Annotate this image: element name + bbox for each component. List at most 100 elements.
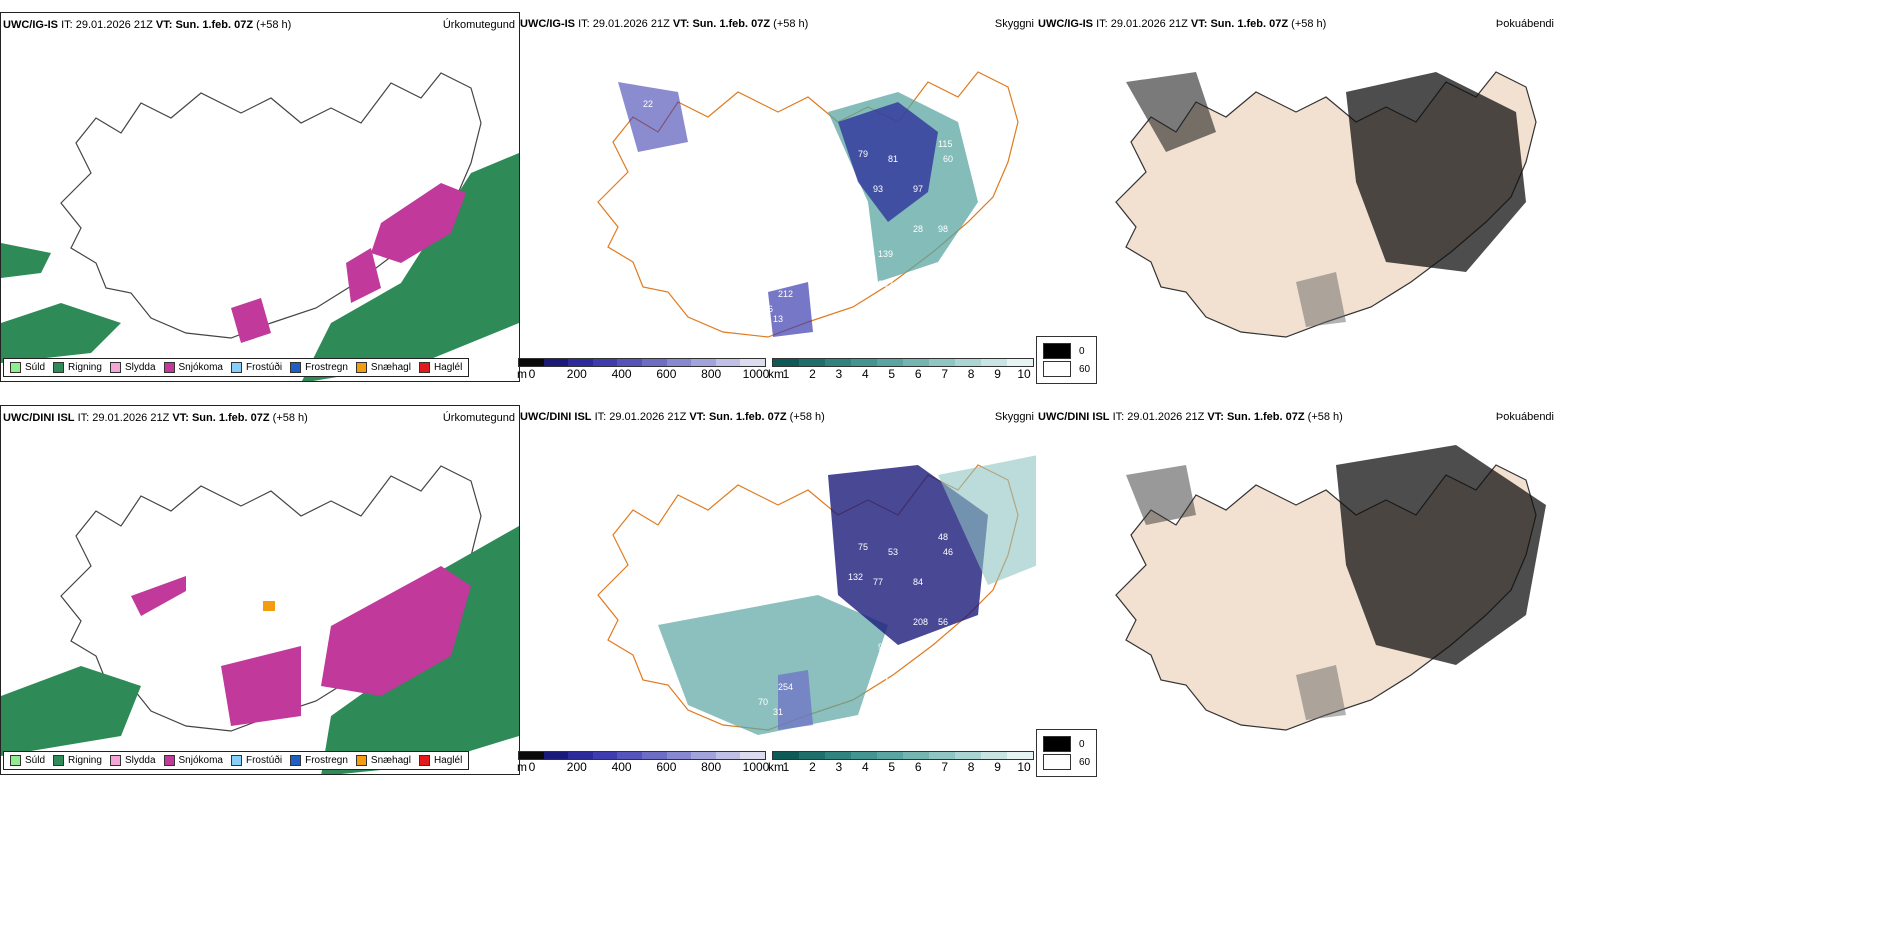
legend-swatch — [230, 362, 242, 373]
legend-item: Snæhagl — [355, 362, 411, 373]
scale-tick: 400 — [611, 760, 632, 774]
scale-segment — [691, 359, 716, 366]
legend-label: Snæhagl — [370, 362, 411, 373]
fog-legend-top: 0 60 — [1036, 336, 1098, 384]
scale-segment — [641, 359, 667, 366]
precip-legend: Súld Rigning Slydda Snjókoma Frostúði Frostre… — [3, 751, 470, 770]
visibility-label: 60 — [943, 154, 953, 164]
precip-panel-bottom: UWC/DINI ISL IT: 29.01.2026 21Z VT: Sun.… — [0, 405, 520, 775]
scale-segment — [691, 752, 716, 759]
legend-swatch — [10, 755, 21, 766]
legend-label: Frostúði — [245, 755, 283, 766]
visibility-label: 65 — [848, 179, 858, 189]
scale-unit: m — [517, 367, 527, 381]
scale-tick: 1000 — [742, 367, 770, 381]
visibility-label: 132 — [848, 572, 863, 582]
legend-label: Frostregn — [305, 362, 348, 373]
legend-swatch — [418, 755, 430, 766]
visibility-panel-bottom: UWC/DINI ISL IT: 29.01.2026 21Z VT: Sun.… — [518, 405, 1036, 773]
scale-segment — [617, 359, 642, 366]
cloud-base-scale-top: m 0 200 400 600 800 1000 — [517, 358, 769, 381]
scale-tick: 8 — [967, 367, 975, 381]
scale-tick: 7 — [941, 367, 948, 381]
scale-tick: 6 — [914, 367, 922, 381]
precip-map — [1, 72, 519, 381]
fog-panel-bottom: UWC/DINI ISL IT: 29.01.2026 21Z VT: Sun.… — [1036, 405, 1554, 773]
visibility-label: 70 — [758, 697, 768, 707]
scale-segment — [981, 752, 1007, 759]
legend-item: Frostregn — [290, 755, 348, 766]
scale-segment — [799, 752, 825, 759]
legend-label: Snæhagl — [370, 755, 411, 766]
legend-item: Snjókoma — [163, 362, 223, 373]
scale-segment — [981, 359, 1007, 366]
scale-segment — [592, 752, 618, 759]
precip-legend: Súld Rigning Slydda Snjókoma Frostúði Frostre… — [3, 358, 470, 377]
scale-tick: 3 — [835, 367, 843, 381]
visibility-label: 115 — [938, 139, 952, 149]
visibility-scale-top: km 1 2 3 4 5 6 7 8 9 10 — [768, 358, 1034, 381]
rain-area — [1, 303, 121, 363]
scale-tick: 800 — [701, 760, 722, 774]
legend-label: Slydda — [124, 362, 156, 373]
scale-unit: km — [768, 760, 784, 774]
legend-swatch — [355, 362, 367, 373]
visibility-label: 28 — [913, 224, 923, 234]
panel-header: UWC/DINI ISL IT: 29.01.2026 21Z VT: Sun.… — [1038, 411, 1343, 423]
legend-label: Rigning — [68, 362, 102, 373]
scale-segment — [929, 752, 955, 759]
visibility-label: 53 — [888, 547, 898, 557]
scale-tick: 3 — [835, 760, 843, 774]
scale-segment — [543, 752, 569, 759]
scale-tick: 400 — [611, 367, 632, 381]
visibility-label: 202 — [878, 279, 893, 289]
visibility-label: 48 — [938, 532, 948, 542]
scale-segment — [955, 359, 981, 366]
scale-segment — [666, 752, 692, 759]
snow-area — [231, 298, 271, 343]
field-name: Þokuábendi — [1495, 18, 1554, 30]
legend-swatch — [53, 755, 65, 766]
visibility-label: 98 — [938, 224, 948, 234]
panel-header: UWC/IG-IS IT: 29.01.2026 21Z VT: Sun. 1.… — [3, 19, 292, 31]
scale-segment — [519, 359, 544, 366]
scale-unit: km — [768, 367, 784, 381]
scale-segment — [825, 752, 851, 759]
legend-label: Snjókoma — [178, 755, 223, 766]
legend-item: Slydda — [109, 362, 156, 373]
scale-tick: 6 — [914, 760, 922, 774]
visibility-label: 139 — [878, 249, 893, 259]
legend-item: Snjókoma — [163, 755, 223, 766]
legend-item: Snæhagl — [355, 755, 411, 766]
scale-tick: 9 — [994, 367, 1001, 381]
legend-swatch — [163, 362, 175, 373]
scale-segment — [773, 359, 799, 366]
scale-tick: 1000 — [742, 760, 770, 774]
scale-segment — [773, 752, 799, 759]
scale-tick: 600 — [656, 367, 677, 381]
legend-item: Frostregn — [290, 362, 348, 373]
scale-segment — [617, 752, 642, 759]
legend-swatch — [230, 755, 242, 766]
scale-segment — [715, 752, 741, 759]
scale-tick: 5 — [888, 367, 896, 381]
visibility-label: 97 — [913, 184, 923, 194]
scale-tick: 8 — [967, 760, 975, 774]
legend-item: Haglél — [418, 362, 462, 373]
scale-segment — [877, 752, 903, 759]
scale-segment — [929, 359, 955, 366]
scale-segment — [1007, 752, 1033, 759]
scale-segment — [641, 752, 667, 759]
scale-tick: 1 — [782, 760, 790, 774]
visibility-label: 56 — [938, 617, 948, 627]
scale-tick: 800 — [701, 367, 722, 381]
precip-map — [1, 465, 519, 774]
cloud-base-scale-bottom: m 0 200 400 600 800 1000 — [517, 751, 769, 774]
legend-swatch — [418, 362, 430, 373]
field-name: Skyggni — [994, 18, 1034, 30]
scale-tick: 9 — [994, 760, 1001, 774]
scale-tick: 600 — [656, 760, 677, 774]
legend-label: Súld — [25, 362, 46, 373]
scale-segment — [568, 752, 593, 759]
